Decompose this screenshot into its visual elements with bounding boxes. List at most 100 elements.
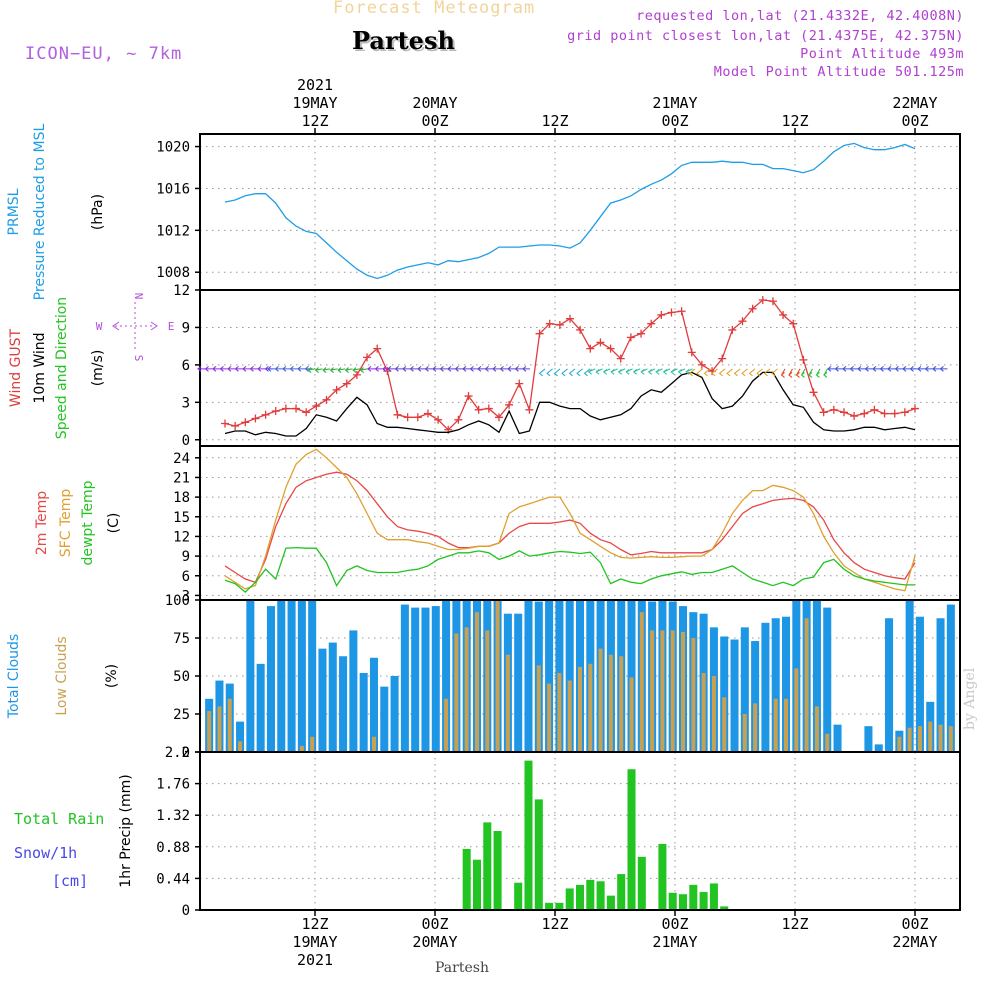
wind-direction-arrow	[492, 365, 500, 372]
gust-marker	[829, 405, 838, 414]
gust-marker	[616, 354, 625, 363]
bar-low-clouds	[650, 630, 655, 752]
top-axis-label: 19MAY	[292, 94, 337, 112]
bottom-axis-label: 19MAY	[292, 933, 337, 951]
bar-low-clouds	[948, 726, 953, 752]
gust-marker	[505, 400, 514, 409]
bar-total-clouds	[318, 648, 327, 752]
bar-total-rain	[596, 881, 605, 910]
wind-direction-arrow	[212, 365, 220, 372]
bar-low-clouds	[371, 736, 376, 752]
wind-direction-arrow	[477, 365, 485, 372]
wind-direction-arrow	[688, 368, 696, 377]
y-tick-label: 0	[182, 745, 190, 761]
bar-total-clouds	[400, 604, 409, 752]
wind-direction-arrow	[424, 365, 433, 372]
gust-marker	[231, 422, 240, 431]
gust-marker	[423, 409, 432, 418]
wind-direction-arrow	[249, 365, 258, 372]
bottom-axis-label: 00Z	[901, 915, 928, 933]
top-axis-label: 00Z	[901, 112, 928, 130]
bar-total-clouds	[349, 630, 358, 752]
y-tick-label: 1020	[156, 140, 190, 156]
gust-marker	[911, 404, 919, 413]
top-axis-label: 00Z	[661, 112, 688, 130]
bar-total-clouds	[936, 618, 945, 752]
y-tick-label: 1008	[156, 265, 190, 281]
gust-marker	[839, 408, 848, 417]
bar-total-clouds	[236, 721, 245, 752]
bar-total-rain	[514, 882, 523, 910]
gust-marker	[586, 344, 595, 353]
wind-direction-arrow	[344, 367, 353, 374]
bar-total-rain	[678, 894, 688, 910]
wind-direction-arrow	[602, 368, 611, 375]
bar-low-clouds	[299, 745, 304, 752]
y-tick-label: 0.44	[156, 871, 190, 887]
compass-rose-icon: N S W E	[96, 293, 175, 362]
bar-total-rain	[668, 892, 677, 910]
gust-marker	[758, 295, 767, 304]
wind-direction-arrow	[795, 368, 801, 378]
bar-low-clouds	[753, 703, 758, 752]
footer-location: Partesh	[435, 960, 489, 976]
wind-direction-arrow	[329, 367, 338, 374]
wind-direction-arrow	[842, 365, 850, 372]
bar-low-clouds	[217, 706, 222, 752]
gust-marker	[393, 410, 402, 419]
model-label: ICON−EU, ~ 7km	[25, 44, 183, 64]
wind-direction-arrow	[823, 368, 828, 378]
bar-low-clouds	[505, 654, 510, 752]
bar-low-clouds	[794, 668, 799, 752]
bar-total-clouds	[885, 618, 894, 752]
series-line-2m-temp	[224, 471, 916, 584]
bar-low-clouds	[557, 672, 562, 752]
bar-total-clouds	[339, 656, 348, 752]
wind-direction-arrow	[733, 368, 741, 377]
bottom-axis-label: 12Z	[301, 915, 328, 933]
wind-direction-arrow	[849, 365, 858, 372]
bar-total-clouds	[946, 604, 955, 752]
bar-low-clouds	[207, 710, 212, 752]
y-axis-label: Low Clouds	[54, 636, 70, 715]
bar-total-clouds	[390, 676, 399, 752]
gust-marker	[454, 415, 463, 424]
bar-low-clouds	[711, 676, 716, 752]
wind-direction-arrow	[289, 365, 298, 372]
bar-total-clouds	[524, 600, 533, 752]
bar-low-clouds	[928, 721, 933, 752]
wind-direction-arrow	[909, 365, 918, 372]
gust-marker	[647, 319, 656, 328]
gust-marker	[555, 320, 564, 329]
bottom-axis-label: 12Z	[541, 915, 568, 933]
bar-total-clouds	[266, 606, 275, 752]
wind-direction-arrow	[204, 365, 213, 372]
bar-total-clouds	[411, 607, 420, 752]
gust-marker	[850, 412, 859, 421]
wind-direction-arrow	[718, 368, 726, 377]
bar-total-clouds	[740, 627, 749, 752]
bar-total-rain	[709, 883, 718, 910]
gust-marker	[626, 333, 635, 342]
gust-marker	[890, 409, 899, 418]
panel-wind: 0 3 6 9 12 Wind GUST 10m Wind Speed and Directi…	[8, 283, 961, 449]
compass-letter: N	[132, 293, 145, 300]
y-tick-label: 25	[173, 707, 190, 723]
top-axis-label: 22MAY	[892, 94, 937, 112]
y-axis-label: 2m Temp	[34, 491, 50, 555]
y-axis-label: (hPa)	[90, 194, 106, 230]
gust-marker	[271, 407, 280, 416]
y-axis-label: Pressure Reduced to MSL	[32, 123, 48, 300]
bar-total-rain	[472, 859, 482, 910]
bar-total-rain	[565, 888, 574, 910]
wind-direction-arrow	[576, 368, 583, 377]
bar-total-rain	[462, 848, 471, 910]
wind-direction-arrow	[484, 365, 493, 372]
wind-direction-arrow	[662, 368, 671, 375]
wind-direction-arrow	[932, 365, 940, 372]
series-line-10m-wind	[224, 371, 916, 437]
bottom-axis-label: 20MAY	[412, 933, 457, 951]
top-axis-label: 21MAY	[652, 94, 697, 112]
wind-direction-arrow	[939, 365, 948, 372]
bar-total-rain	[627, 769, 636, 910]
